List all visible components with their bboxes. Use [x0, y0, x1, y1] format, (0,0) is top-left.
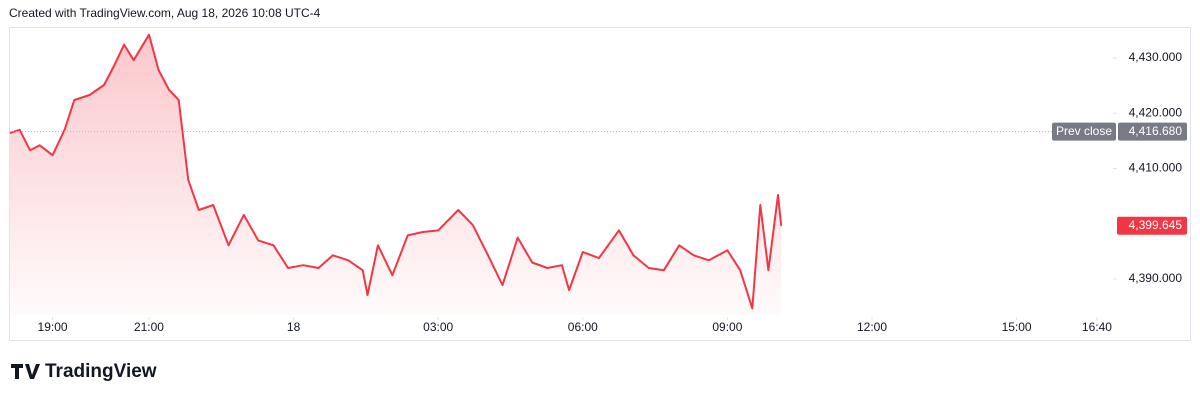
y-tick-label: 4,420.000: [1129, 105, 1183, 119]
x-tick-label: 21:00: [134, 320, 164, 334]
x-tick-label: 16:40: [1082, 320, 1112, 334]
y-tick-label: 4,410.000: [1129, 161, 1183, 175]
logo: [11, 364, 40, 379]
x-tick-label: 03:00: [423, 320, 453, 334]
x-tick-label: 12:00: [857, 320, 887, 334]
prev-close-tag: [1052, 122, 1116, 141]
brand: TradingView: [45, 361, 157, 382]
y-tick-label: 4,430.000: [1129, 50, 1183, 64]
x-tick-label: 09:00: [712, 320, 742, 334]
x-tick-label: 15:00: [1002, 320, 1032, 334]
y-tick-label: 4,390.000: [1129, 271, 1183, 285]
prev-close-value: 4,416.680: [1129, 124, 1183, 138]
last-price-label: 4,399.645: [1129, 218, 1183, 232]
x-tick-label: 06:00: [568, 320, 598, 334]
header: Created with TradingView.com, Aug 18, 20…: [9, 6, 321, 20]
prev-close-label: Prev close: [1056, 124, 1112, 138]
frame: [9, 27, 1191, 341]
last-price-tag: [1117, 216, 1187, 235]
area: [10, 34, 782, 315]
x-tick-label: 18: [287, 320, 301, 334]
price-line: [9, 33, 783, 310]
prev-close-value-tag: [1118, 122, 1187, 141]
x-tick-label: 19:00: [38, 320, 68, 334]
